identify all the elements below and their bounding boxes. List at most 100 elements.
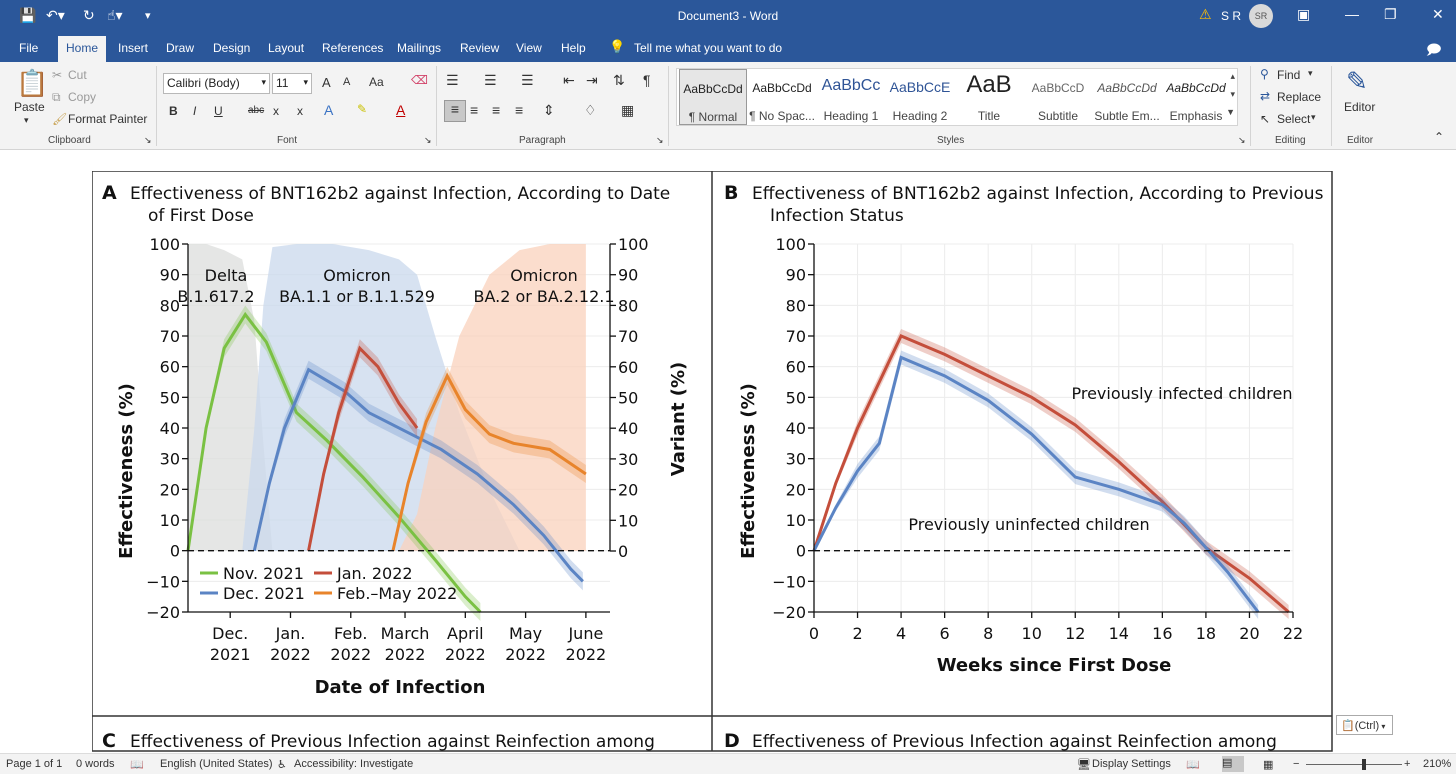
italic-button[interactable]: I [193, 104, 197, 118]
style-emphasis[interactable]: AaBbCcDd Emphasis [1166, 81, 1226, 123]
paste-button[interactable]: Paste [14, 100, 45, 114]
close-icon[interactable]: ✕ [1432, 6, 1444, 22]
style-normal[interactable]: AaBbCcDd ¶ Normal [679, 69, 747, 125]
tab-review[interactable]: Review [460, 41, 500, 55]
tab-references[interactable]: References [322, 41, 384, 55]
language[interactable]: English (United States) [160, 758, 273, 770]
font-launcher-icon[interactable]: ↘ [424, 135, 432, 145]
paste-icon[interactable]: 📋 [16, 68, 49, 98]
font-name-combo[interactable]: Calibri (Body) ▾ [163, 73, 270, 94]
customize-toolbar-icon[interactable]: ▾ [145, 10, 151, 22]
line-spacing-icon[interactable]: ⇕ [543, 102, 555, 118]
zoom-out-icon[interactable]: − [1293, 758, 1300, 770]
show-formatting-icon[interactable]: ¶ [643, 72, 651, 88]
editor-button[interactable]: Editor [1344, 100, 1376, 114]
grow-font-button[interactable]: A [322, 75, 331, 90]
paste-dropdown-icon[interactable]: ▾ [24, 115, 29, 125]
page-count[interactable]: Page 1 of 1 [6, 758, 63, 770]
bold-button[interactable]: B [169, 104, 178, 118]
select-icon[interactable]: ↖ [1260, 112, 1271, 126]
print-layout-icon[interactable]: ▤ [1222, 756, 1244, 772]
zoom-in-icon[interactable]: + [1404, 758, 1411, 770]
warning-icon[interactable]: ⚠ [1199, 6, 1212, 22]
multilevel-list-icon[interactable]: ☰ [521, 72, 534, 88]
replace-button[interactable]: Replace [1277, 90, 1322, 104]
ribbon-display-icon[interactable]: ▣ [1297, 6, 1311, 22]
touch-mode-icon[interactable]: ☝▾ [107, 7, 123, 23]
proofing-icon[interactable]: 📖 [130, 759, 144, 771]
accessibility-status[interactable]: Accessibility: Investigate [294, 758, 414, 770]
align-center-icon[interactable]: ≡ [470, 102, 479, 118]
replace-icon[interactable]: ⇄ [1260, 89, 1271, 103]
zoom-slider-thumb[interactable] [1362, 759, 1366, 770]
tab-layout[interactable]: Layout [268, 41, 305, 55]
comments-icon[interactable]: 🗩 [1426, 41, 1442, 57]
underline-button[interactable]: U [214, 104, 223, 118]
borders-icon[interactable]: ▦ [621, 102, 635, 118]
numbering-icon[interactable]: ☰ [484, 72, 497, 88]
justify-icon[interactable]: ≡ [515, 102, 524, 118]
tab-help[interactable]: Help [561, 41, 586, 55]
collapse-ribbon-icon[interactable]: ⌃ [1434, 130, 1445, 144]
editor-icon[interactable]: ✎ [1346, 66, 1368, 96]
style-heading-2[interactable]: AaBbCcE Heading 2 [889, 79, 951, 123]
copy-icon[interactable]: ⧉ [52, 90, 61, 104]
display-settings-icon[interactable]: 🖥 [1077, 759, 1091, 771]
sort-icon[interactable]: ⇅ [613, 72, 625, 88]
clipboard-launcher-icon[interactable]: ↘ [144, 135, 152, 145]
zoom-slider[interactable] [1306, 764, 1402, 765]
chevron-down-icon[interactable]: ▾ [1311, 112, 1316, 122]
restore-icon[interactable]: ❐ [1384, 6, 1397, 22]
styles-launcher-icon[interactable]: ↘ [1238, 135, 1246, 145]
avatar[interactable]: SR [1249, 4, 1273, 28]
superscript-button[interactable]: x [297, 104, 303, 118]
style-heading-1[interactable]: AaBbCc Heading 1 [821, 77, 881, 123]
styles-more-icon[interactable]: ▼ [1226, 107, 1235, 117]
clear-formatting-icon[interactable]: ⌫ [411, 73, 428, 87]
find-button[interactable]: Find [1277, 68, 1301, 82]
tab-home[interactable]: Home [58, 36, 106, 62]
web-layout-icon[interactable]: ▦ [1263, 759, 1274, 771]
document-canvas[interactable]: A Effectiveness of BNT162b2 against Infe… [0, 150, 1456, 753]
find-icon[interactable]: ⚲ [1260, 67, 1269, 81]
shading-icon[interactable]: ♢ [584, 102, 597, 118]
select-button[interactable]: Select [1277, 112, 1311, 126]
font-size-combo[interactable]: 11 ▾ [272, 73, 312, 94]
style-title[interactable]: AaB Title [966, 71, 1012, 123]
undo-icon[interactable]: ↶▾ [46, 7, 65, 23]
chevron-down-icon[interactable]: ▾ [1308, 68, 1313, 78]
cut-icon[interactable]: ✂ [52, 68, 63, 82]
style-subtle-emphasis[interactable]: AaBbCcDd Subtle Em... [1094, 81, 1160, 123]
copy-button[interactable]: Copy [68, 90, 97, 104]
decrease-indent-icon[interactable]: ⇤ [563, 72, 575, 88]
format-painter-button[interactable]: Format Painter [68, 112, 148, 126]
align-left-icon[interactable]: ≡ [444, 100, 466, 122]
styles-scroll-down-icon[interactable]: ▾ [1230, 89, 1235, 99]
tab-view[interactable]: View [516, 41, 542, 55]
format-painter-icon[interactable]: 🖌 [52, 112, 68, 126]
change-case-button[interactable]: Aa [369, 75, 384, 89]
tab-mailings[interactable]: Mailings [397, 41, 442, 55]
font-color-icon[interactable]: A [396, 102, 406, 118]
cut-button[interactable]: Cut [68, 68, 87, 82]
increase-indent-icon[interactable]: ⇥ [586, 72, 598, 88]
tab-insert[interactable]: Insert [118, 41, 149, 55]
paragraph-launcher-icon[interactable]: ↘ [656, 135, 664, 145]
tab-design[interactable]: Design [213, 41, 251, 55]
align-right-icon[interactable]: ≡ [492, 102, 501, 118]
display-settings[interactable]: Display Settings [1092, 758, 1171, 770]
strikethrough-button[interactable]: abc [248, 105, 265, 116]
subscript-button[interactable]: x [273, 104, 279, 118]
tab-draw[interactable]: Draw [166, 41, 195, 55]
word-count[interactable]: 0 words [76, 758, 115, 770]
minimize-icon[interactable]: — [1345, 6, 1359, 22]
accessibility-icon[interactable]: ♿ [277, 759, 287, 771]
bullets-icon[interactable]: ☰ [446, 72, 459, 88]
zoom-level[interactable]: 210% [1423, 758, 1452, 770]
style-no-spacing[interactable]: AaBbCcDd ¶ No Spac... [749, 81, 815, 123]
paste-options-button[interactable]: 📋(Ctrl) ▾ [1336, 715, 1393, 735]
shrink-font-button[interactable]: A [343, 76, 351, 88]
save-icon[interactable]: 💾 [19, 7, 37, 23]
tell-me-search[interactable]: Tell me what you want to do [634, 41, 783, 55]
read-mode-icon[interactable]: 📖 [1186, 759, 1200, 771]
